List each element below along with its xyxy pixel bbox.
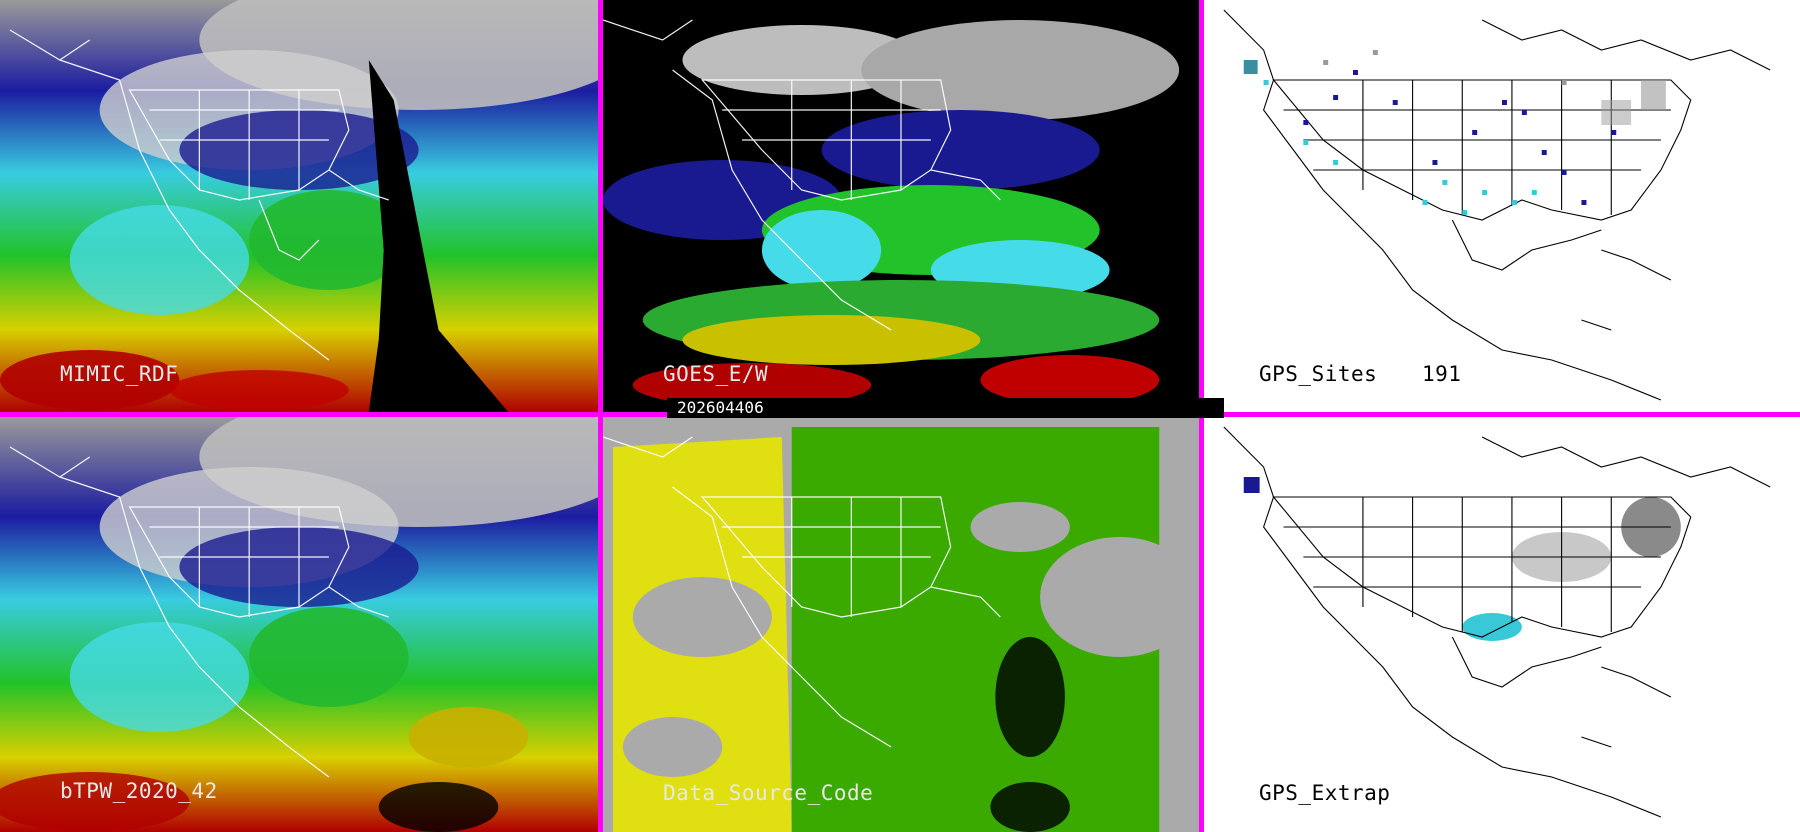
btpw-map bbox=[0, 417, 598, 832]
gps-sites-panel: GPS_Sites 191 bbox=[1204, 0, 1800, 412]
mimic-rdf-panel: MIMIC_RDF bbox=[0, 0, 598, 412]
data-source-panel: Data_Source_Code bbox=[603, 417, 1199, 832]
goes-ew-map bbox=[603, 0, 1199, 412]
panel-title: MIMIC_RDF bbox=[60, 362, 179, 386]
goes-ew-panel: GOES_E/W bbox=[603, 0, 1199, 412]
panel-title: Data_Source_Code bbox=[663, 781, 874, 805]
panel-title: GPS_Extrap bbox=[1259, 781, 1391, 805]
timestamp-bar: 202604406 bbox=[667, 398, 1224, 418]
data-source-map bbox=[603, 417, 1199, 832]
mimic-rdf-map bbox=[0, 0, 598, 412]
panel-title: GOES_E/W bbox=[663, 362, 769, 386]
panel-title: GPS_Sites bbox=[1259, 362, 1378, 386]
site-count: 191 bbox=[1422, 362, 1462, 386]
gps-sites-map bbox=[1204, 0, 1800, 412]
gps-extrap-map bbox=[1204, 417, 1800, 832]
btpw-panel: bTPW_2020_42 bbox=[0, 417, 598, 832]
gps-extrap-panel: GPS_Extrap bbox=[1204, 417, 1800, 832]
panel-title: bTPW_2020_42 bbox=[60, 779, 218, 803]
